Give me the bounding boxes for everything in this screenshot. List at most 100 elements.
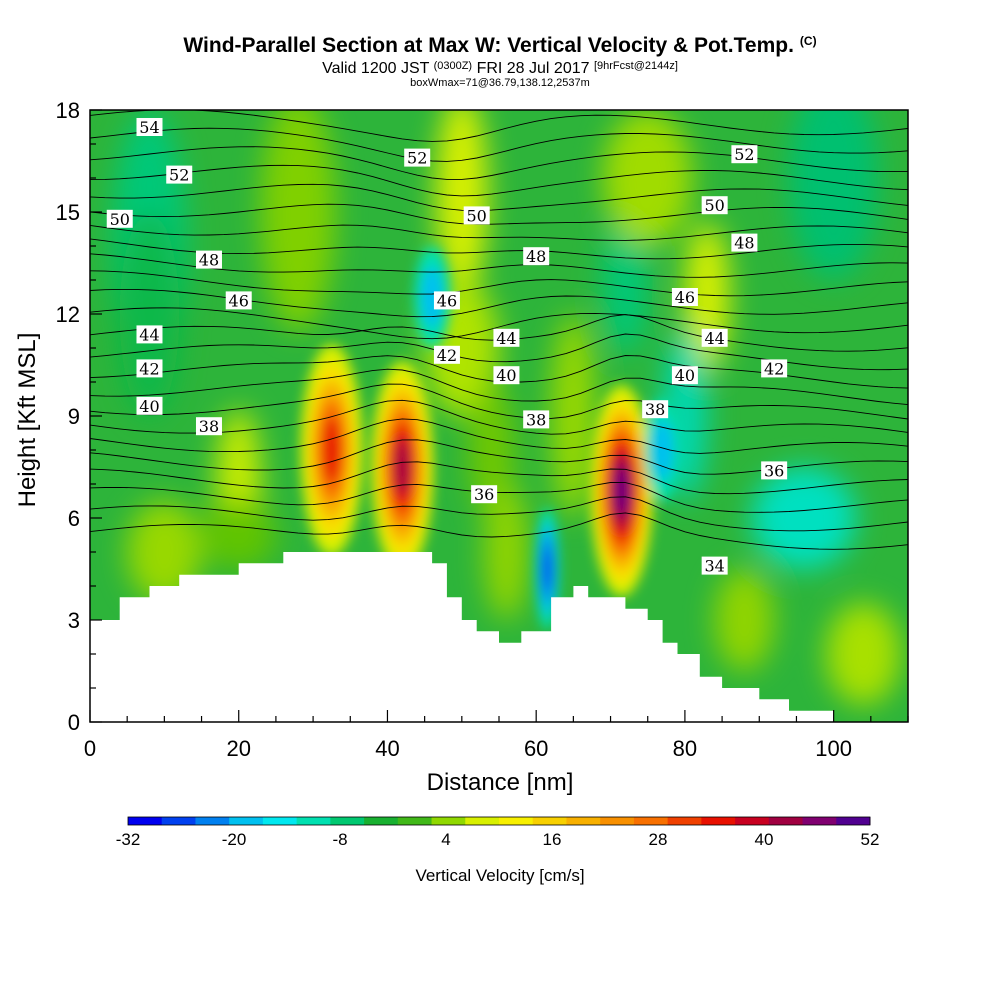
- theta-label-text-16: 38: [526, 410, 546, 429]
- x-tick-label-2: 40: [375, 736, 399, 761]
- y-tick-label-5: 15: [56, 200, 80, 225]
- colorbar-swatch-9: [431, 817, 466, 825]
- colorbar-frame: [127, 816, 871, 826]
- theta-label-bg-17: [471, 485, 498, 504]
- colorbar-swatch-2: [195, 817, 230, 825]
- theta-label-bg-20: [731, 233, 758, 252]
- theta-contour-2: [90, 482, 908, 513]
- theta-label-text-13: 44: [496, 329, 516, 348]
- theta-label-15: 40: [493, 366, 520, 385]
- theta-label-text-19: 50: [704, 196, 724, 215]
- theta-label-0: 54: [136, 118, 163, 137]
- theta-label-4: 46: [225, 291, 252, 310]
- velocity-region-9: [484, 484, 529, 620]
- theta-label-text-4: 46: [229, 291, 249, 310]
- theta-label-bg-23: [761, 359, 788, 378]
- theta-label-text-24: 40: [675, 366, 695, 385]
- theta-label-text-6: 42: [139, 359, 159, 378]
- theta-contour-7: [90, 383, 908, 420]
- theta-label-text-23: 42: [764, 359, 784, 378]
- x-tick-label-3: 60: [524, 736, 548, 761]
- theta-label-bg-0: [136, 118, 163, 136]
- velocity-region-6: [435, 110, 488, 297]
- theta-label-text-20: 48: [734, 234, 754, 253]
- velocity-region-14: [603, 110, 693, 246]
- y-tick-label-4: 12: [56, 302, 80, 327]
- x-axis-label: Distance [nm]: [427, 769, 574, 796]
- colorbar: -32 -20 -8 4 16 28 40 52: [116, 816, 879, 849]
- theta-label-21: 46: [671, 288, 698, 307]
- theta-label-text-8: 38: [199, 417, 219, 436]
- theta-label-bg-18: [731, 145, 758, 164]
- theta-contour-18: [90, 203, 908, 225]
- colorbar-swatch-8: [397, 817, 433, 825]
- theta-label-12: 46: [433, 291, 460, 310]
- theta-label-text-5: 44: [139, 325, 159, 344]
- colorbar-swatch-6: [330, 817, 365, 825]
- theta-label-bg-7: [136, 396, 163, 415]
- colorbar-swatch-16: [667, 817, 702, 825]
- y-tick-label-3: 9: [68, 404, 80, 429]
- colorbar-swatch-18: [735, 817, 770, 825]
- theta-label-bg-11: [523, 247, 550, 266]
- y-tick-label-6: 18: [56, 98, 80, 123]
- theta-label-bg-14: [433, 345, 460, 364]
- theta-label-text-7: 40: [139, 397, 159, 416]
- theta-label-10: 50: [463, 206, 490, 225]
- theta-contour-23: [90, 110, 908, 142]
- theta-contour-22: [90, 127, 908, 162]
- theta-label-bg-4: [225, 291, 252, 310]
- theta-label-22: 44: [701, 328, 728, 348]
- box-info: boxWmax=71@36.79,138.12,2537m: [410, 77, 590, 89]
- velocity-region-15: [789, 110, 879, 280]
- theta-label-8: 38: [195, 417, 222, 436]
- theta-label-11: 48: [523, 247, 550, 266]
- theta-label-text-9: 52: [407, 149, 427, 168]
- colorbar-swatch-4: [262, 817, 298, 825]
- velocity-region-1: [119, 212, 180, 416]
- theta-label-20: 48: [731, 233, 758, 253]
- theta-label-3: 48: [195, 250, 222, 270]
- colorbar-swatch-15: [633, 817, 669, 825]
- updraft-core-2-ring-6: [615, 465, 629, 517]
- colorbar-swatch-3: [229, 817, 264, 825]
- colorbar-label: Vertical Velocity [cm/s]: [415, 866, 584, 885]
- colorbar-tick-label-3: 4: [441, 830, 450, 849]
- colorbar-swatch-11: [499, 817, 534, 825]
- theta-contour-1: [90, 496, 908, 532]
- theta-contour-3: [90, 461, 908, 495]
- theta-contour-21: [90, 146, 908, 180]
- colorbar-swatch-20: [802, 817, 837, 825]
- theta-label-18: 52: [731, 145, 758, 164]
- x-tick-label-0: 0: [84, 736, 96, 761]
- colorbar-tick-label-1: -20: [222, 830, 247, 849]
- y-tick-label-2: 6: [68, 506, 80, 531]
- valid-utc: (0300Z): [433, 60, 473, 72]
- theta-label-14: 42: [433, 345, 460, 365]
- colorbar-tick-label-0: -32: [116, 830, 141, 849]
- theta-label-bg-13: [493, 328, 520, 347]
- theta-label-16: 38: [523, 410, 550, 429]
- copyright-mark: (C): [799, 34, 817, 48]
- theta-label-bg-24: [671, 366, 698, 385]
- theta-label-bg-16: [523, 410, 550, 429]
- colorbar-swatch-0: [128, 817, 163, 825]
- theta-label-bg-5: [136, 325, 163, 344]
- velocity-region-18: [826, 603, 901, 705]
- theta-label-bg-27: [701, 556, 728, 575]
- theta-label-bg-12: [433, 291, 460, 310]
- theta-label-text-3: 48: [199, 251, 219, 270]
- updraft-core-1-ring-5: [394, 438, 410, 496]
- colorbar-swatch-21: [836, 817, 871, 825]
- velocity-region-4: [201, 501, 276, 569]
- chart-title-text: Wind-Parallel Section at Max W: Vertical…: [183, 34, 794, 57]
- y-tick-label-0: 0: [68, 710, 80, 735]
- x-tick-label-4: 80: [673, 736, 697, 761]
- theta-label-text-12: 46: [437, 291, 457, 310]
- theta-label-text-22: 44: [704, 329, 724, 348]
- theta-contour-0: [90, 512, 908, 550]
- theta-label-17: 36: [471, 485, 498, 504]
- theta-label-text-0: 54: [139, 118, 159, 137]
- colorbar-tick-label-5: 28: [649, 830, 668, 849]
